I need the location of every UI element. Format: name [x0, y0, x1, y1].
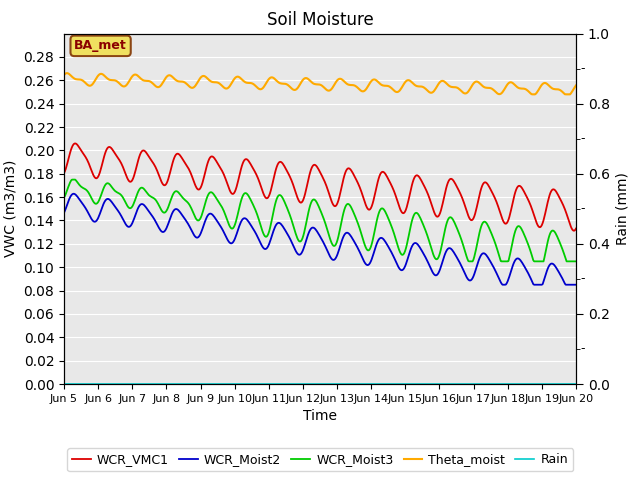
WCR_VMC1 [403, 204, 411, 210]
Theta_moist [152, 83, 159, 89]
Line: Theta_moist: Theta_moist [64, 73, 576, 95]
Text: BA_met: BA_met [74, 39, 127, 52]
Rain [572, 381, 580, 387]
WCR_VMC1 [447, 176, 454, 182]
Theta_moist [447, 84, 454, 89]
WCR_Moist3 [292, 233, 300, 239]
Legend: WCR_VMC1, WCR_Moist2, WCR_Moist3, Theta_moist, Rain: WCR_VMC1, WCR_Moist2, WCR_Moist3, Theta_… [67, 448, 573, 471]
Text: -: - [580, 62, 585, 75]
WCR_VMC1 [60, 170, 68, 176]
Text: -: - [580, 202, 585, 216]
WCR_VMC1 [292, 192, 300, 198]
WCR_Moist2 [292, 249, 300, 255]
WCR_Moist3 [465, 258, 473, 264]
Rain [151, 381, 159, 387]
Theta_moist [60, 72, 68, 78]
WCR_VMC1 [71, 141, 79, 146]
Theta_moist [403, 78, 411, 84]
Text: -: - [580, 132, 585, 145]
Rain [402, 381, 410, 387]
Theta_moist [363, 85, 371, 91]
Rain [60, 381, 68, 387]
WCR_Moist2 [363, 262, 371, 268]
WCR_Moist2 [499, 282, 506, 288]
Line: WCR_VMC1: WCR_VMC1 [64, 144, 576, 231]
Line: WCR_Moist2: WCR_Moist2 [64, 194, 576, 285]
Text: -: - [580, 272, 585, 286]
WCR_Moist2 [152, 218, 159, 224]
WCR_Moist2 [403, 259, 411, 264]
Text: -: - [580, 342, 585, 356]
Y-axis label: VWC (m3/m3): VWC (m3/m3) [4, 160, 18, 257]
WCR_Moist3 [403, 242, 411, 248]
WCR_Moist2 [60, 210, 68, 216]
Rain [445, 381, 453, 387]
Line: WCR_Moist3: WCR_Moist3 [64, 180, 576, 261]
X-axis label: Time: Time [303, 409, 337, 423]
WCR_Moist3 [193, 216, 200, 222]
Theta_moist [292, 86, 300, 92]
Y-axis label: Rain (mm): Rain (mm) [616, 172, 629, 245]
WCR_Moist2 [572, 282, 580, 288]
Theta_moist [63, 70, 70, 76]
Theta_moist [572, 83, 580, 88]
WCR_Moist3 [152, 197, 159, 203]
Title: Soil Moisture: Soil Moisture [267, 11, 373, 29]
WCR_Moist3 [447, 215, 454, 220]
WCR_Moist2 [193, 235, 200, 240]
Rain [292, 381, 300, 387]
WCR_Moist2 [70, 191, 77, 197]
Rain [362, 381, 369, 387]
WCR_Moist3 [68, 177, 76, 182]
WCR_VMC1 [193, 185, 200, 191]
WCR_VMC1 [152, 164, 159, 170]
WCR_Moist3 [572, 258, 580, 264]
WCR_VMC1 [572, 226, 580, 231]
Rain [192, 381, 200, 387]
WCR_Moist3 [363, 246, 371, 252]
WCR_VMC1 [570, 228, 578, 234]
WCR_VMC1 [363, 204, 371, 210]
Theta_moist [193, 81, 200, 87]
Theta_moist [529, 92, 536, 97]
WCR_Moist3 [60, 195, 68, 201]
WCR_Moist2 [447, 245, 454, 251]
